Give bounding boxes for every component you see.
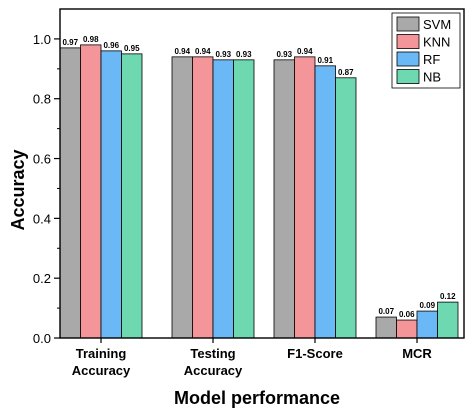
x-tick-label: Accuracy xyxy=(184,363,243,378)
x-tick-label: Training xyxy=(76,346,127,361)
data-label-rf-3: 0.09 xyxy=(419,301,435,310)
data-label-svm-3: 0.07 xyxy=(378,307,394,316)
data-label-nb-2: 0.87 xyxy=(338,68,354,77)
x-tick-label: Accuracy xyxy=(72,363,131,378)
legend-label-nb: NB xyxy=(423,70,441,85)
legend-swatch-nb xyxy=(396,69,420,84)
bar-svm-2 xyxy=(273,59,295,339)
bar-nb-3 xyxy=(437,301,459,339)
legend-label-svm: SVM xyxy=(423,17,451,32)
bar-rf-3 xyxy=(416,310,438,339)
data-label-svm-0: 0.97 xyxy=(62,38,78,47)
data-label-knn-3: 0.06 xyxy=(399,310,415,319)
bar-rf-0 xyxy=(100,50,122,339)
data-label-rf-2: 0.91 xyxy=(317,56,333,65)
y-tick-label: 1.0 xyxy=(33,32,51,47)
x-tick-label: Testing xyxy=(190,346,235,361)
legend-swatch-svm xyxy=(396,16,420,32)
bar-knn-3 xyxy=(396,319,418,339)
data-label-nb-0: 0.95 xyxy=(124,44,140,53)
data-label-knn-2: 0.94 xyxy=(297,47,313,56)
bar-svm-1 xyxy=(171,56,193,339)
x-tick-label: MCR xyxy=(402,346,432,361)
bar-svm-3 xyxy=(375,316,397,339)
legend-label-knn: KNN xyxy=(423,35,450,50)
bar-knn-0 xyxy=(80,44,102,339)
bar-nb-2 xyxy=(335,77,357,339)
data-label-svm-1: 0.94 xyxy=(174,47,190,56)
plot-area: 0.97 0.94 0.93 0.07 0.98 0.94 0.94 0.06 0.96 0.93… xyxy=(33,8,465,378)
plot-frame xyxy=(59,8,465,339)
bar-rf-1 xyxy=(212,59,234,339)
data-label-rf-0: 0.96 xyxy=(103,41,119,50)
bar-knn-2 xyxy=(294,56,316,339)
bar-knn-1 xyxy=(192,56,214,339)
y-tick-label: 0.4 xyxy=(33,211,51,226)
y-tick-label: 0.6 xyxy=(33,152,51,167)
legend-swatch-rf xyxy=(396,51,420,67)
y-tick-label: 0.2 xyxy=(33,271,51,286)
y-axis-title: Accuracy xyxy=(8,149,28,230)
data-label-nb-1: 0.93 xyxy=(236,50,252,59)
bar-nb-0 xyxy=(121,53,143,339)
data-label-knn-1: 0.94 xyxy=(195,47,211,56)
bar-svm-0 xyxy=(59,47,81,339)
legend-label-rf: RF xyxy=(423,52,440,67)
bar-nb-1 xyxy=(233,59,255,339)
legend-swatch-knn xyxy=(396,34,420,49)
y-tick-label: 0.0 xyxy=(33,331,51,346)
data-label-knn-0: 0.98 xyxy=(83,35,99,44)
data-label-rf-1: 0.93 xyxy=(215,50,231,59)
bar-rf-2 xyxy=(314,65,336,339)
x-axis-title: Model performance xyxy=(174,388,340,408)
data-label-svm-2: 0.93 xyxy=(276,50,292,59)
data-label-nb-3: 0.12 xyxy=(440,292,456,301)
x-tick-label: F1-Score xyxy=(287,346,343,361)
y-tick-label: 0.8 xyxy=(33,92,51,107)
